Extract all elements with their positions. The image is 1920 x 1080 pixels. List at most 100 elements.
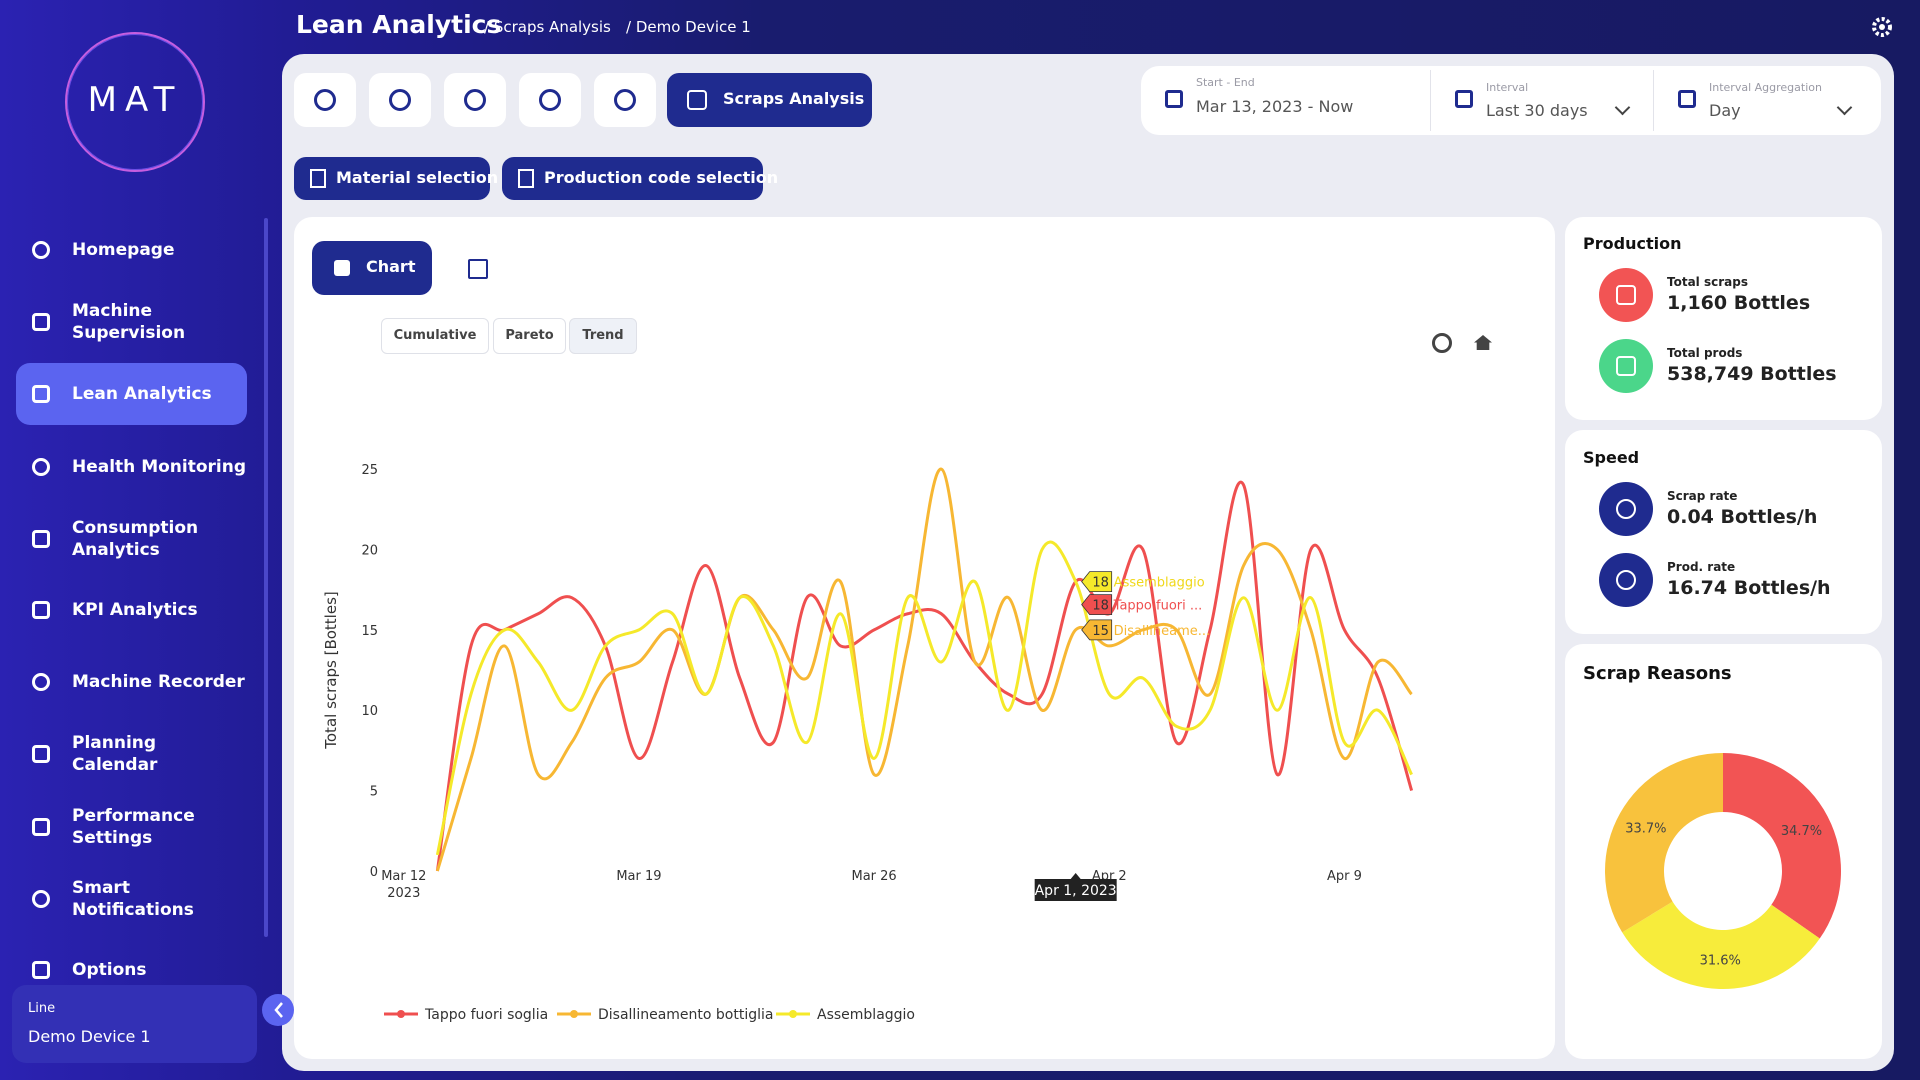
nav-label: Health Monitoring xyxy=(72,457,247,477)
filter-value[interactable]: Last 30 days xyxy=(1486,101,1588,120)
filter-value[interactable]: Day xyxy=(1709,101,1741,120)
mode-button[interactable]: Pareto xyxy=(493,318,566,354)
stat-label: Total scraps xyxy=(1667,275,1748,289)
calendar-icon xyxy=(1455,90,1473,108)
stat-icon-glyph xyxy=(1616,499,1636,519)
table-tab-icon[interactable] xyxy=(468,259,488,279)
mode-button[interactable]: Trend xyxy=(569,318,637,354)
stat-icon-glyph xyxy=(1616,356,1636,376)
nav-label: Planning xyxy=(72,733,157,753)
nav-label: Notifications xyxy=(72,900,194,920)
active-tab[interactable]: Scraps Analysis xyxy=(667,73,872,127)
nav-item[interactable]: Smart Notifications xyxy=(16,868,247,930)
chevron-icon xyxy=(274,1002,283,1018)
tab-icon xyxy=(687,90,707,110)
nav-item[interactable]: Machine Supervision xyxy=(16,291,247,353)
chart-tab[interactable]: Chart xyxy=(312,241,432,295)
stat-value: 0.04 Bottles/h xyxy=(1667,506,1818,528)
toolbar-button[interactable] xyxy=(294,73,356,127)
toolbar-button[interactable] xyxy=(594,73,656,127)
nav-label: Settings xyxy=(72,828,153,848)
nav-icon xyxy=(32,458,50,476)
nav-item[interactable]: Planning Calendar xyxy=(16,723,247,785)
nav-item[interactable]: KPI Analytics xyxy=(16,579,247,641)
logo-ring xyxy=(65,32,205,172)
nav-label: KPI Analytics xyxy=(72,600,198,620)
toolbar-icon xyxy=(389,89,411,111)
stat-label: Prod. rate xyxy=(1667,560,1736,574)
nav-label: Consumption xyxy=(72,518,199,538)
calendar-icon xyxy=(1165,90,1183,108)
selection-label: Production code selection xyxy=(544,168,779,187)
page-title: Lean Analytics xyxy=(296,10,502,39)
stat-value: 1,160 Bottles xyxy=(1667,292,1811,314)
nav-label: Calendar xyxy=(72,755,158,775)
stat-icon-glyph xyxy=(1616,570,1636,590)
nav-icon xyxy=(32,530,50,548)
nav-icon xyxy=(32,385,50,403)
filter-label: Interval Aggregation xyxy=(1709,81,1822,94)
home-icon[interactable] xyxy=(1474,335,1492,350)
calendar-icon xyxy=(1678,90,1696,108)
filter-value: Mar 13, 2023 - Now xyxy=(1196,97,1354,116)
toolbar-button[interactable] xyxy=(519,73,581,127)
chart-tab-label: Chart xyxy=(366,257,416,276)
stat-value: 16.74 Bottles/h xyxy=(1667,577,1831,599)
stat-label: Total prods xyxy=(1667,346,1743,360)
panel-title: Production xyxy=(1583,234,1682,253)
line-selector[interactable]: Line Demo Device 1 xyxy=(12,985,257,1063)
divider xyxy=(1653,70,1654,131)
filter-label: Interval xyxy=(1486,81,1529,94)
mode-button[interactable]: Cumulative xyxy=(381,318,489,354)
nav-item[interactable]: Lean Analytics xyxy=(16,363,247,425)
scrollbar xyxy=(264,218,268,937)
nav-label: Homepage xyxy=(72,240,175,260)
breadcrumb[interactable]: / Scraps Analysis xyxy=(484,18,611,36)
zoom-icon[interactable] xyxy=(1432,333,1452,353)
nav-label: Supervision xyxy=(72,323,186,343)
nav-label: Options xyxy=(72,960,147,980)
nav-item[interactable]: Consumption Analytics xyxy=(16,508,247,570)
nav-label: Machine Recorder xyxy=(72,672,245,692)
collapse-button[interactable] xyxy=(262,994,294,1026)
selection-button[interactable]: Material selection xyxy=(294,157,498,200)
nav-icon xyxy=(32,818,50,836)
nav-icon xyxy=(32,961,50,979)
selection-icon xyxy=(518,169,534,188)
nav-item[interactable]: Health Monitoring xyxy=(16,436,247,498)
nav-item[interactable]: Machine Recorder xyxy=(16,651,247,713)
line-label: Line xyxy=(28,1001,56,1016)
settings-icon[interactable] xyxy=(1872,17,1892,37)
stat-label: Scrap rate xyxy=(1667,489,1738,503)
logo-text: MAT xyxy=(87,80,183,120)
stat-icon xyxy=(1599,339,1653,393)
stat-value: 538,749 Bottles xyxy=(1667,363,1837,385)
selection-button[interactable]: Production code selection xyxy=(502,157,778,200)
nav-icon xyxy=(32,890,50,908)
breadcrumb[interactable]: / Demo Device 1 xyxy=(626,18,751,36)
panel-title: Speed xyxy=(1583,448,1640,467)
nav-icon xyxy=(32,241,50,259)
nav-label: Analytics xyxy=(72,540,160,560)
filter-label: Start - End xyxy=(1196,76,1255,89)
nav-icon xyxy=(32,673,50,691)
nav-icon xyxy=(32,601,50,619)
toolbar-button[interactable] xyxy=(369,73,431,127)
line-value: Demo Device 1 xyxy=(28,1027,151,1046)
stat-icon xyxy=(1599,268,1653,322)
toolbar-icon xyxy=(314,89,336,111)
tab-label: Scraps Analysis xyxy=(723,89,865,108)
stat-icon-glyph xyxy=(1616,285,1636,305)
toolbar-button[interactable] xyxy=(444,73,506,127)
nav-item[interactable]: Options xyxy=(16,939,247,1001)
nav-item[interactable]: Performance Settings xyxy=(16,796,247,858)
toolbar-icon xyxy=(539,89,561,111)
divider xyxy=(1430,70,1431,131)
nav-label: Machine xyxy=(72,301,153,321)
nav-label: Smart xyxy=(72,878,130,898)
selection-icon xyxy=(310,169,326,188)
nav-label: Performance xyxy=(72,806,195,826)
nav-item[interactable]: Homepage xyxy=(16,219,247,281)
